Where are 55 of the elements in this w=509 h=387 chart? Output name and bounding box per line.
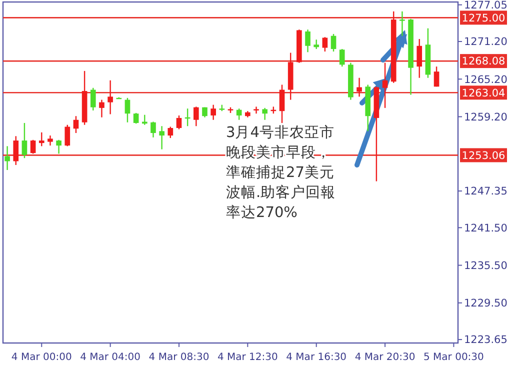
candlestick xyxy=(133,112,139,124)
candlestick xyxy=(73,115,79,134)
candlestick xyxy=(108,80,113,115)
y-tick-label: 1271.20 xyxy=(464,36,508,48)
candlestick xyxy=(434,66,440,88)
y-tick-label: 1277.05 xyxy=(464,0,508,12)
candlestick xyxy=(210,104,216,120)
y-tick-label: 1265.20 xyxy=(464,74,508,86)
candlestick xyxy=(279,84,285,124)
candlestick xyxy=(339,48,345,68)
ref-line-label: 1263.04 xyxy=(462,87,506,100)
y-tick-label: 1259.20 xyxy=(464,111,508,124)
ref-line-label: 1268.08 xyxy=(462,56,506,68)
candlestick xyxy=(314,39,320,50)
ref-line-label: 1253.06 xyxy=(462,150,506,162)
candlestick xyxy=(382,62,388,109)
x-tick-label: 4 Mar 12:30 xyxy=(217,352,278,363)
ref-line-label: 1275.00 xyxy=(462,12,506,24)
candlestick xyxy=(56,139,62,154)
candlestick xyxy=(194,106,199,127)
candlestick xyxy=(22,122,28,159)
candlestick xyxy=(64,124,70,147)
y-tick-label: 1229.50 xyxy=(464,298,508,310)
candlestick xyxy=(262,107,268,120)
candlestick xyxy=(400,10,405,36)
candlestick xyxy=(176,114,182,130)
candlestick xyxy=(330,33,336,52)
x-tick-label: 5 Mar 00:30 xyxy=(424,352,484,363)
x-tick-label: 4 Mar 20:30 xyxy=(354,352,416,363)
y-tick-label: 1241.50 xyxy=(464,222,508,234)
candlestick xyxy=(90,87,96,112)
candlestick xyxy=(159,126,164,150)
x-tick-label: 4 Mar 00:00 xyxy=(11,352,72,363)
candlestick xyxy=(356,77,362,98)
candlestick xyxy=(38,132,44,147)
candlestick xyxy=(13,136,19,166)
candlestick xyxy=(168,126,174,139)
candlestick xyxy=(254,106,259,114)
y-tick-label: 1235.50 xyxy=(464,260,508,272)
y-tick-label: 1223.65 xyxy=(464,334,508,346)
x-tick-label: 4 Mar 08:30 xyxy=(148,352,210,363)
candlestick xyxy=(305,28,310,53)
candlestick xyxy=(236,108,242,120)
candlestick xyxy=(416,38,422,78)
candlestick xyxy=(142,114,148,126)
candlestick xyxy=(4,146,10,171)
candlestick xyxy=(124,97,130,123)
y-tick-label: 1247.35 xyxy=(464,186,508,198)
candlestick xyxy=(48,134,53,146)
candlestick xyxy=(322,36,328,52)
candlestick xyxy=(150,121,156,138)
x-tick-label: 4 Mar 16:30 xyxy=(286,352,347,363)
x-tick-label: 4 Mar 04:00 xyxy=(80,352,141,363)
candlestick xyxy=(99,99,104,118)
candlestick xyxy=(30,139,36,154)
